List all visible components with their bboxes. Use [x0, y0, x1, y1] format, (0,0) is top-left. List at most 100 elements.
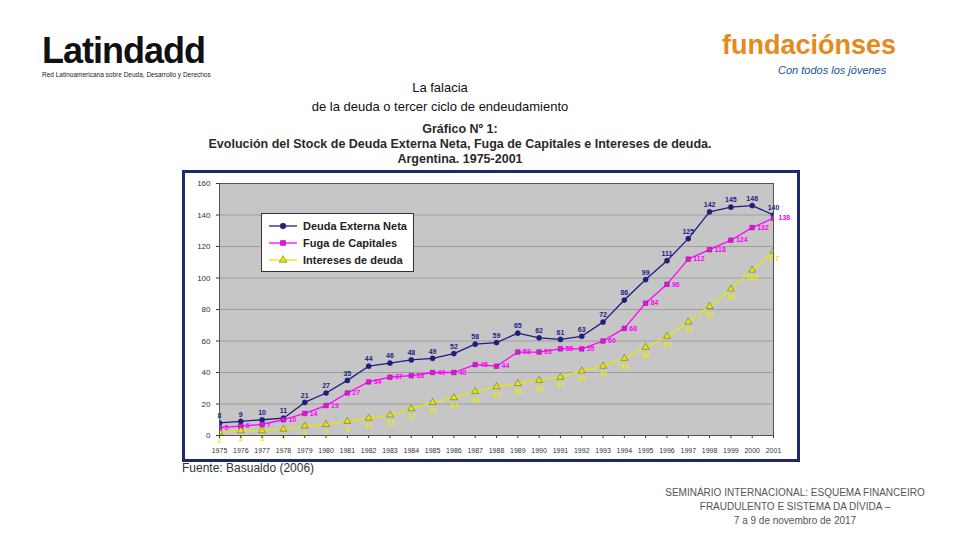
svg-text:19: 19	[331, 402, 339, 409]
svg-text:40: 40	[438, 369, 446, 376]
svg-text:1990: 1990	[531, 447, 547, 454]
svg-text:142: 142	[704, 201, 716, 208]
svg-text:17: 17	[407, 413, 415, 420]
svg-text:1999: 1999	[723, 447, 739, 454]
svg-text:1991: 1991	[553, 447, 569, 454]
svg-text:40: 40	[459, 369, 467, 376]
svg-text:120: 120	[197, 242, 211, 251]
svg-text:82: 82	[706, 311, 714, 318]
svg-text:2000: 2000	[744, 447, 760, 454]
svg-text:52: 52	[450, 343, 458, 350]
svg-text:62: 62	[535, 327, 543, 334]
svg-text:80: 80	[202, 305, 211, 314]
svg-text:44: 44	[365, 355, 373, 362]
svg-text:20: 20	[202, 400, 211, 409]
svg-text:44: 44	[599, 370, 607, 377]
svg-text:5: 5	[225, 424, 229, 431]
svg-text:1982: 1982	[361, 447, 377, 454]
svg-text:65: 65	[514, 322, 522, 329]
svg-text:1984: 1984	[403, 447, 419, 454]
svg-text:145: 145	[725, 196, 737, 203]
svg-text:24: 24	[450, 402, 458, 409]
svg-text:1993: 1993	[595, 447, 611, 454]
svg-text:61: 61	[557, 329, 565, 336]
svg-text:1987: 1987	[467, 447, 483, 454]
svg-text:96: 96	[672, 281, 680, 288]
svg-text:27: 27	[352, 389, 360, 396]
svg-text:1977: 1977	[254, 447, 270, 454]
svg-text:93: 93	[727, 293, 735, 300]
svg-text:125: 125	[682, 228, 694, 235]
svg-text:48: 48	[407, 349, 415, 356]
svg-text:118: 118	[715, 246, 726, 253]
svg-text:46: 46	[386, 352, 394, 359]
svg-text:6: 6	[246, 422, 250, 429]
svg-text:63: 63	[578, 326, 586, 333]
svg-text:49: 49	[429, 348, 437, 355]
svg-text:1992: 1992	[574, 447, 590, 454]
svg-text:60: 60	[202, 337, 211, 346]
svg-text:49: 49	[620, 363, 628, 370]
svg-text:140: 140	[197, 211, 211, 220]
svg-text:27: 27	[322, 382, 330, 389]
svg-text:72: 72	[599, 311, 607, 318]
svg-text:1981: 1981	[340, 447, 356, 454]
svg-text:37: 37	[557, 381, 565, 388]
svg-text:0: 0	[206, 431, 211, 440]
svg-text:1994: 1994	[617, 447, 633, 454]
svg-text:10: 10	[288, 416, 296, 423]
svg-text:10: 10	[258, 409, 266, 416]
svg-text:1986: 1986	[446, 447, 462, 454]
svg-text:100: 100	[197, 274, 211, 283]
svg-text:2001: 2001	[766, 447, 782, 454]
svg-text:1975: 1975	[212, 447, 228, 454]
svg-text:1989: 1989	[510, 447, 526, 454]
svg-text:99: 99	[642, 269, 650, 276]
svg-text:33: 33	[514, 388, 522, 395]
svg-text:3: 3	[239, 435, 243, 442]
svg-text:6: 6	[303, 430, 307, 437]
svg-text:68: 68	[629, 325, 637, 332]
svg-text:55: 55	[565, 345, 573, 352]
svg-text:34: 34	[374, 378, 382, 385]
svg-text:9: 9	[345, 426, 349, 433]
svg-text:56: 56	[642, 352, 650, 359]
svg-text:1979: 1979	[297, 447, 313, 454]
svg-text:1998: 1998	[702, 447, 718, 454]
svg-text:84: 84	[651, 299, 659, 306]
svg-text:146: 146	[746, 195, 758, 202]
svg-text:44: 44	[502, 362, 510, 369]
svg-text:63: 63	[663, 341, 671, 348]
svg-text:160: 160	[197, 179, 211, 188]
svg-text:21: 21	[301, 392, 309, 399]
svg-text:138: 138	[779, 214, 791, 221]
svg-text:1988: 1988	[489, 447, 505, 454]
svg-text:132: 132	[757, 224, 769, 231]
svg-text:28: 28	[471, 396, 479, 403]
svg-text:55: 55	[587, 345, 595, 352]
svg-text:9: 9	[239, 411, 243, 418]
svg-text:40: 40	[202, 368, 211, 377]
svg-text:41: 41	[578, 375, 586, 382]
svg-text:1978: 1978	[276, 447, 292, 454]
svg-text:53: 53	[523, 348, 531, 355]
svg-text:86: 86	[620, 289, 628, 296]
svg-text:105: 105	[746, 274, 758, 281]
svg-text:60: 60	[608, 337, 616, 344]
svg-text:1985: 1985	[425, 447, 441, 454]
svg-text:112: 112	[693, 255, 704, 262]
svg-text:38: 38	[416, 372, 424, 379]
svg-text:7: 7	[267, 421, 271, 428]
svg-text:53: 53	[544, 348, 552, 355]
svg-text:35: 35	[343, 370, 351, 377]
svg-text:3: 3	[260, 435, 264, 442]
svg-text:21: 21	[429, 407, 437, 414]
svg-text:124: 124	[736, 236, 748, 243]
svg-text:1980: 1980	[318, 447, 334, 454]
svg-text:1996: 1996	[659, 447, 675, 454]
svg-text:58: 58	[471, 333, 479, 340]
svg-text:1997: 1997	[680, 447, 696, 454]
svg-text:11: 11	[280, 407, 288, 414]
svg-text:31: 31	[493, 391, 501, 398]
svg-text:45: 45	[480, 361, 488, 368]
